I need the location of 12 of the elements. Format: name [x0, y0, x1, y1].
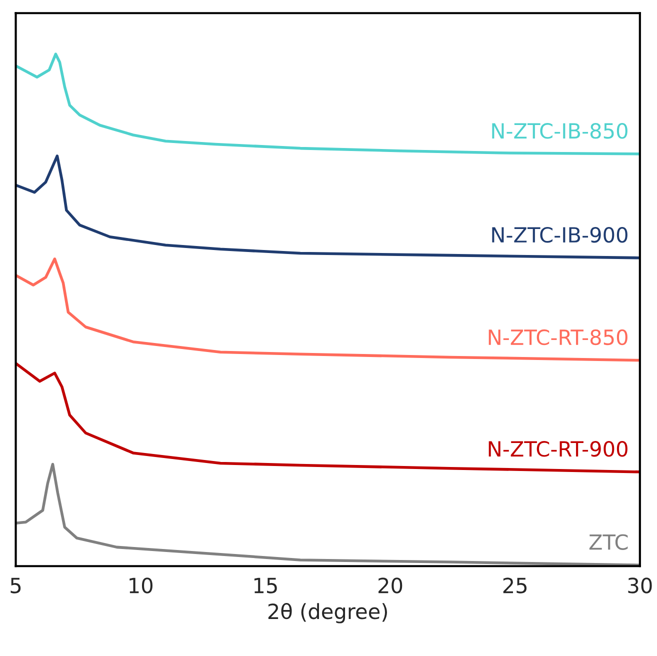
series-label: N-ZTC-RT-900 — [488, 441, 628, 457]
x-axis-title: 2θ (degree) — [268, 602, 387, 624]
x-tick-label: 20 — [378, 578, 402, 594]
x-tick-label: 25 — [503, 578, 527, 594]
series-label: N-ZTC-IB-900 — [492, 226, 628, 243]
series-label: ZTC — [589, 534, 628, 550]
x-tick-label: 15 — [254, 578, 277, 594]
x-tick-label: 10 — [130, 578, 152, 594]
series-label: N-ZTC-IB-850 — [492, 123, 628, 139]
x-tick-label: 30 — [628, 578, 652, 594]
x-tick-label: 5 — [10, 578, 21, 594]
series-label: N-ZTC-RT-850 — [488, 329, 628, 346]
